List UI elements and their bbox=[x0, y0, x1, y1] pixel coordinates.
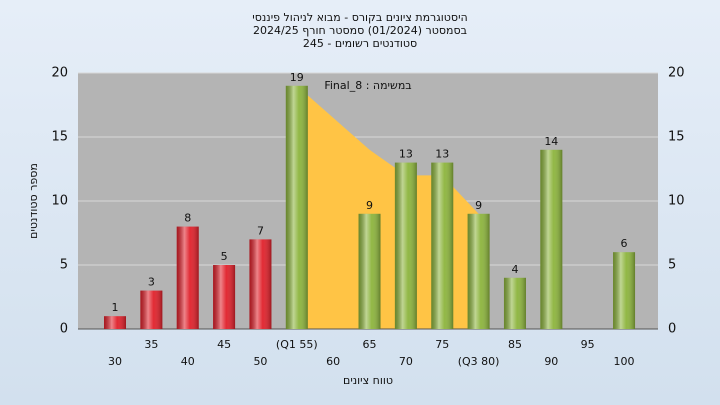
title-line: בסמסטר (01/2024) סמסטר חורף 2024/25 bbox=[253, 24, 467, 37]
x-tick-label: 70 bbox=[399, 355, 413, 368]
value-label: 8 bbox=[184, 212, 191, 225]
x-tick-label: 30 bbox=[108, 355, 122, 368]
y-tick-label: 0 bbox=[60, 322, 68, 337]
x-tick-label: 50 bbox=[253, 355, 267, 368]
y2-tick-label: 20 bbox=[668, 66, 685, 81]
x-tick-label: 85 bbox=[508, 338, 522, 351]
value-label: 7 bbox=[257, 224, 264, 237]
y-tick-label: 20 bbox=[51, 66, 68, 81]
value-label: 5 bbox=[221, 250, 228, 263]
y2-tick-label: 10 bbox=[668, 194, 685, 209]
x-tick-label: 75 bbox=[435, 338, 449, 351]
title-line: סטודנטים רשומים - 245 bbox=[303, 37, 417, 50]
x-tick-label: 45 bbox=[217, 338, 231, 351]
bar-shine bbox=[431, 162, 454, 329]
bar-shine bbox=[249, 239, 272, 329]
x-tick-label: 95 bbox=[581, 338, 595, 351]
value-label: 3 bbox=[148, 276, 155, 289]
y-tick-label: 5 bbox=[60, 258, 68, 273]
bar-shine bbox=[503, 277, 526, 329]
value-label: 9 bbox=[366, 199, 373, 212]
x-tick-label: 40 bbox=[181, 355, 195, 368]
value-label: 6 bbox=[621, 237, 628, 250]
bar-shine bbox=[176, 226, 199, 329]
y2-tick-label: 0 bbox=[668, 322, 676, 337]
y-axis-label: מספר סטודנטים bbox=[27, 163, 40, 239]
x-tick-label: 35 bbox=[144, 338, 158, 351]
x-tick-label: 65 bbox=[363, 338, 377, 351]
value-label: 9 bbox=[475, 199, 482, 212]
bar-shine bbox=[467, 213, 490, 329]
y-tick-label: 10 bbox=[51, 194, 68, 209]
value-label: 13 bbox=[399, 148, 413, 161]
bar-shine bbox=[213, 265, 236, 329]
y2-tick-label: 15 bbox=[668, 130, 685, 145]
bar-shine bbox=[358, 213, 381, 329]
value-label: 19 bbox=[290, 71, 304, 84]
x-tick-label: 60 bbox=[326, 355, 340, 368]
value-label: 4 bbox=[511, 263, 518, 276]
bar-shine bbox=[104, 316, 126, 329]
bar-shine bbox=[394, 162, 417, 329]
y-tick-label: 15 bbox=[51, 130, 68, 145]
y2-tick-label: 5 bbox=[668, 258, 676, 273]
bar-shine bbox=[140, 290, 163, 329]
value-label: 1 bbox=[112, 301, 119, 314]
bar-shine bbox=[285, 85, 308, 329]
x-tick-label: 90 bbox=[544, 355, 558, 368]
annotation: במשימה : Final_8 bbox=[324, 79, 411, 92]
x-axis-label: טווח ציונים bbox=[343, 374, 393, 387]
value-label: 14 bbox=[544, 135, 558, 148]
bar-shine bbox=[613, 252, 636, 329]
bar-shine bbox=[540, 149, 563, 329]
title-line: היסטוגרמת ציונים בקורס - מבוא לניהול פינ… bbox=[252, 11, 467, 24]
x-tick-label: (Q3 80) bbox=[458, 355, 500, 368]
x-tick-label: 100 bbox=[614, 355, 635, 368]
value-label: 13 bbox=[435, 148, 449, 161]
x-tick-label: (Q1 55) bbox=[276, 338, 318, 351]
